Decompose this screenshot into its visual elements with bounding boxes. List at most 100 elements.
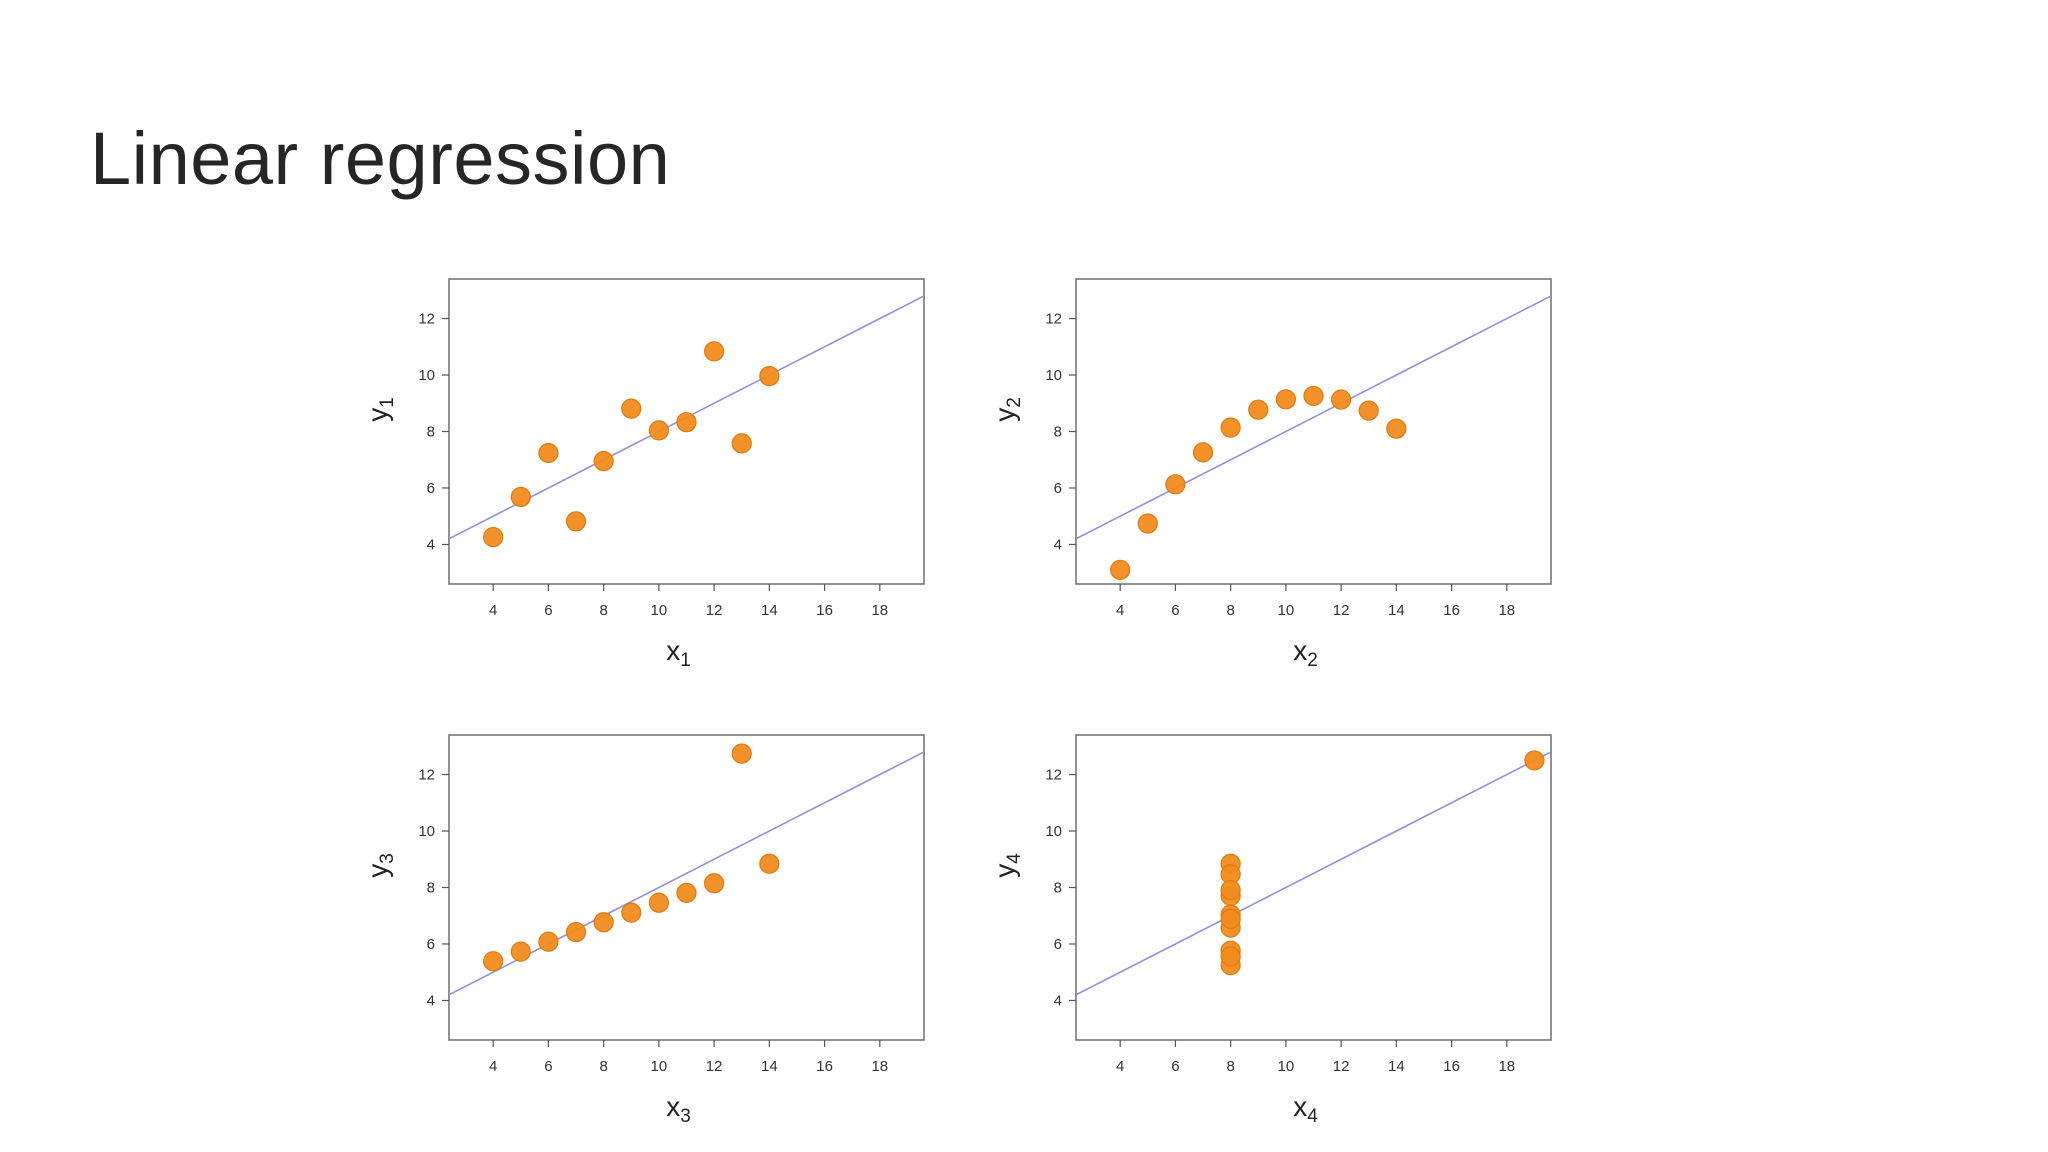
y-tick-label: 4 — [1054, 536, 1062, 553]
y-tick-label: 12 — [1045, 767, 1062, 784]
x-tick-label: 16 — [816, 1058, 833, 1075]
data-point — [1248, 399, 1269, 420]
x-tick-label: 18 — [871, 1058, 888, 1075]
data-point — [731, 433, 752, 454]
data-point — [593, 912, 614, 933]
plot-frame — [1075, 734, 1552, 1041]
x-tick-label: 12 — [706, 1058, 723, 1075]
x-axis-label: x4 — [1293, 1091, 1318, 1127]
y-axis-label-subscript: 4 — [1004, 853, 1025, 864]
y-tick-label: 8 — [1054, 880, 1062, 897]
y-tick-label: 10 — [418, 823, 435, 840]
data-point — [731, 743, 752, 764]
data-point — [676, 412, 697, 433]
x-tick-label: 6 — [544, 1058, 552, 1075]
x-tick-label: 6 — [1171, 602, 1179, 619]
x-tick-label: 8 — [599, 602, 607, 619]
scatter-panel-4: 4 6 8 10 12 14 16 18 4 6 8 10 12 x4 y4 — [989, 734, 1552, 1127]
scatter-panel-1: 4 6 8 10 12 14 16 18 4 6 8 10 12 x1 y1 — [362, 278, 925, 671]
x-tick-label: 6 — [1171, 1058, 1179, 1075]
data-point — [1220, 946, 1241, 967]
y-tick-label: 10 — [1045, 823, 1062, 840]
data-point — [759, 366, 780, 387]
y-axis-label-subscript: 3 — [377, 853, 398, 864]
data-point — [538, 442, 559, 464]
x-tick-label: 12 — [706, 602, 723, 619]
x-axis-label: x3 — [666, 1091, 691, 1127]
x-tick-label: 10 — [651, 602, 668, 619]
y-axis-label: y2 — [989, 397, 1025, 422]
x-tick-label: 4 — [1116, 1058, 1124, 1075]
data-point — [704, 341, 725, 362]
y-tick-label: 4 — [427, 536, 435, 553]
data-point — [621, 902, 642, 923]
x-tick-label: 16 — [1443, 602, 1460, 619]
data-point — [1358, 400, 1379, 421]
x-tick-label: 18 — [871, 602, 888, 619]
data-point — [1220, 879, 1241, 901]
x-tick-label: 14 — [1388, 1058, 1405, 1075]
x-tick-label: 8 — [599, 1058, 607, 1075]
data-point — [483, 951, 504, 972]
x-axis-label: x1 — [666, 635, 691, 671]
y-tick-label: 6 — [1054, 480, 1062, 497]
data-point — [593, 451, 614, 472]
x-tick-label: 4 — [489, 1058, 497, 1075]
scatter-panel-2: 4 6 8 10 12 14 16 18 4 6 8 10 12 x2 y2 — [989, 278, 1552, 671]
data-point — [1386, 418, 1407, 439]
data-point — [510, 941, 531, 962]
x-tick-label: 14 — [761, 602, 778, 619]
y-tick-label: 6 — [427, 480, 435, 497]
x-tick-label: 12 — [1333, 602, 1350, 619]
x-tick-label: 8 — [1226, 602, 1234, 619]
data-point — [538, 931, 559, 952]
x-tick-label: 10 — [1278, 602, 1295, 619]
data-point — [1192, 442, 1214, 463]
x-tick-label: 6 — [544, 602, 552, 619]
y-tick-label: 8 — [1054, 424, 1062, 441]
x-axis-label-subscript: 2 — [1307, 650, 1318, 671]
data-point — [1137, 513, 1158, 534]
data-point — [1220, 908, 1241, 929]
y-tick-label: 8 — [427, 880, 435, 897]
data-point — [483, 527, 504, 548]
data-point — [676, 882, 697, 903]
plot-frame — [1075, 278, 1552, 585]
y-tick-label: 10 — [418, 367, 435, 384]
scatter-panel-3: 4 6 8 10 12 14 16 18 4 6 8 10 12 x3 y3 — [362, 734, 925, 1127]
y-axis-label: y1 — [362, 397, 398, 422]
x-tick-label: 18 — [1498, 602, 1515, 619]
x-tick-label: 14 — [761, 1058, 778, 1075]
x-tick-label: 4 — [1116, 602, 1124, 619]
data-point — [704, 873, 725, 894]
y-tick-label: 6 — [427, 936, 435, 953]
x-axis-label-subscript: 3 — [680, 1106, 691, 1127]
x-tick-label: 18 — [1498, 1058, 1515, 1075]
y-axis-label: y3 — [362, 853, 398, 878]
slide-title: Linear regression — [90, 117, 671, 200]
data-point — [648, 892, 669, 913]
data-point — [1303, 385, 1324, 407]
y-axis-label-subscript: 1 — [377, 397, 398, 408]
data-point — [1110, 559, 1131, 580]
data-point — [1524, 750, 1545, 771]
y-tick-label: 12 — [418, 767, 435, 784]
data-point — [621, 398, 642, 419]
y-tick-label: 12 — [418, 311, 435, 328]
x-axis-label-subscript: 4 — [1307, 1106, 1318, 1127]
x-tick-label: 12 — [1333, 1058, 1350, 1075]
x-tick-label: 16 — [816, 602, 833, 619]
data-point — [648, 420, 669, 441]
data-point — [1220, 417, 1241, 438]
x-tick-label: 16 — [1443, 1058, 1460, 1075]
y-tick-label: 4 — [1054, 992, 1062, 1009]
x-tick-label: 8 — [1226, 1058, 1234, 1075]
x-tick-label: 10 — [1278, 1058, 1295, 1075]
y-tick-label: 6 — [1054, 936, 1062, 953]
x-axis-label-subscript: 1 — [680, 650, 691, 671]
y-tick-label: 10 — [1045, 367, 1062, 384]
x-axis-label: x2 — [1293, 635, 1318, 671]
data-point — [759, 853, 780, 874]
x-tick-label: 4 — [489, 602, 497, 619]
